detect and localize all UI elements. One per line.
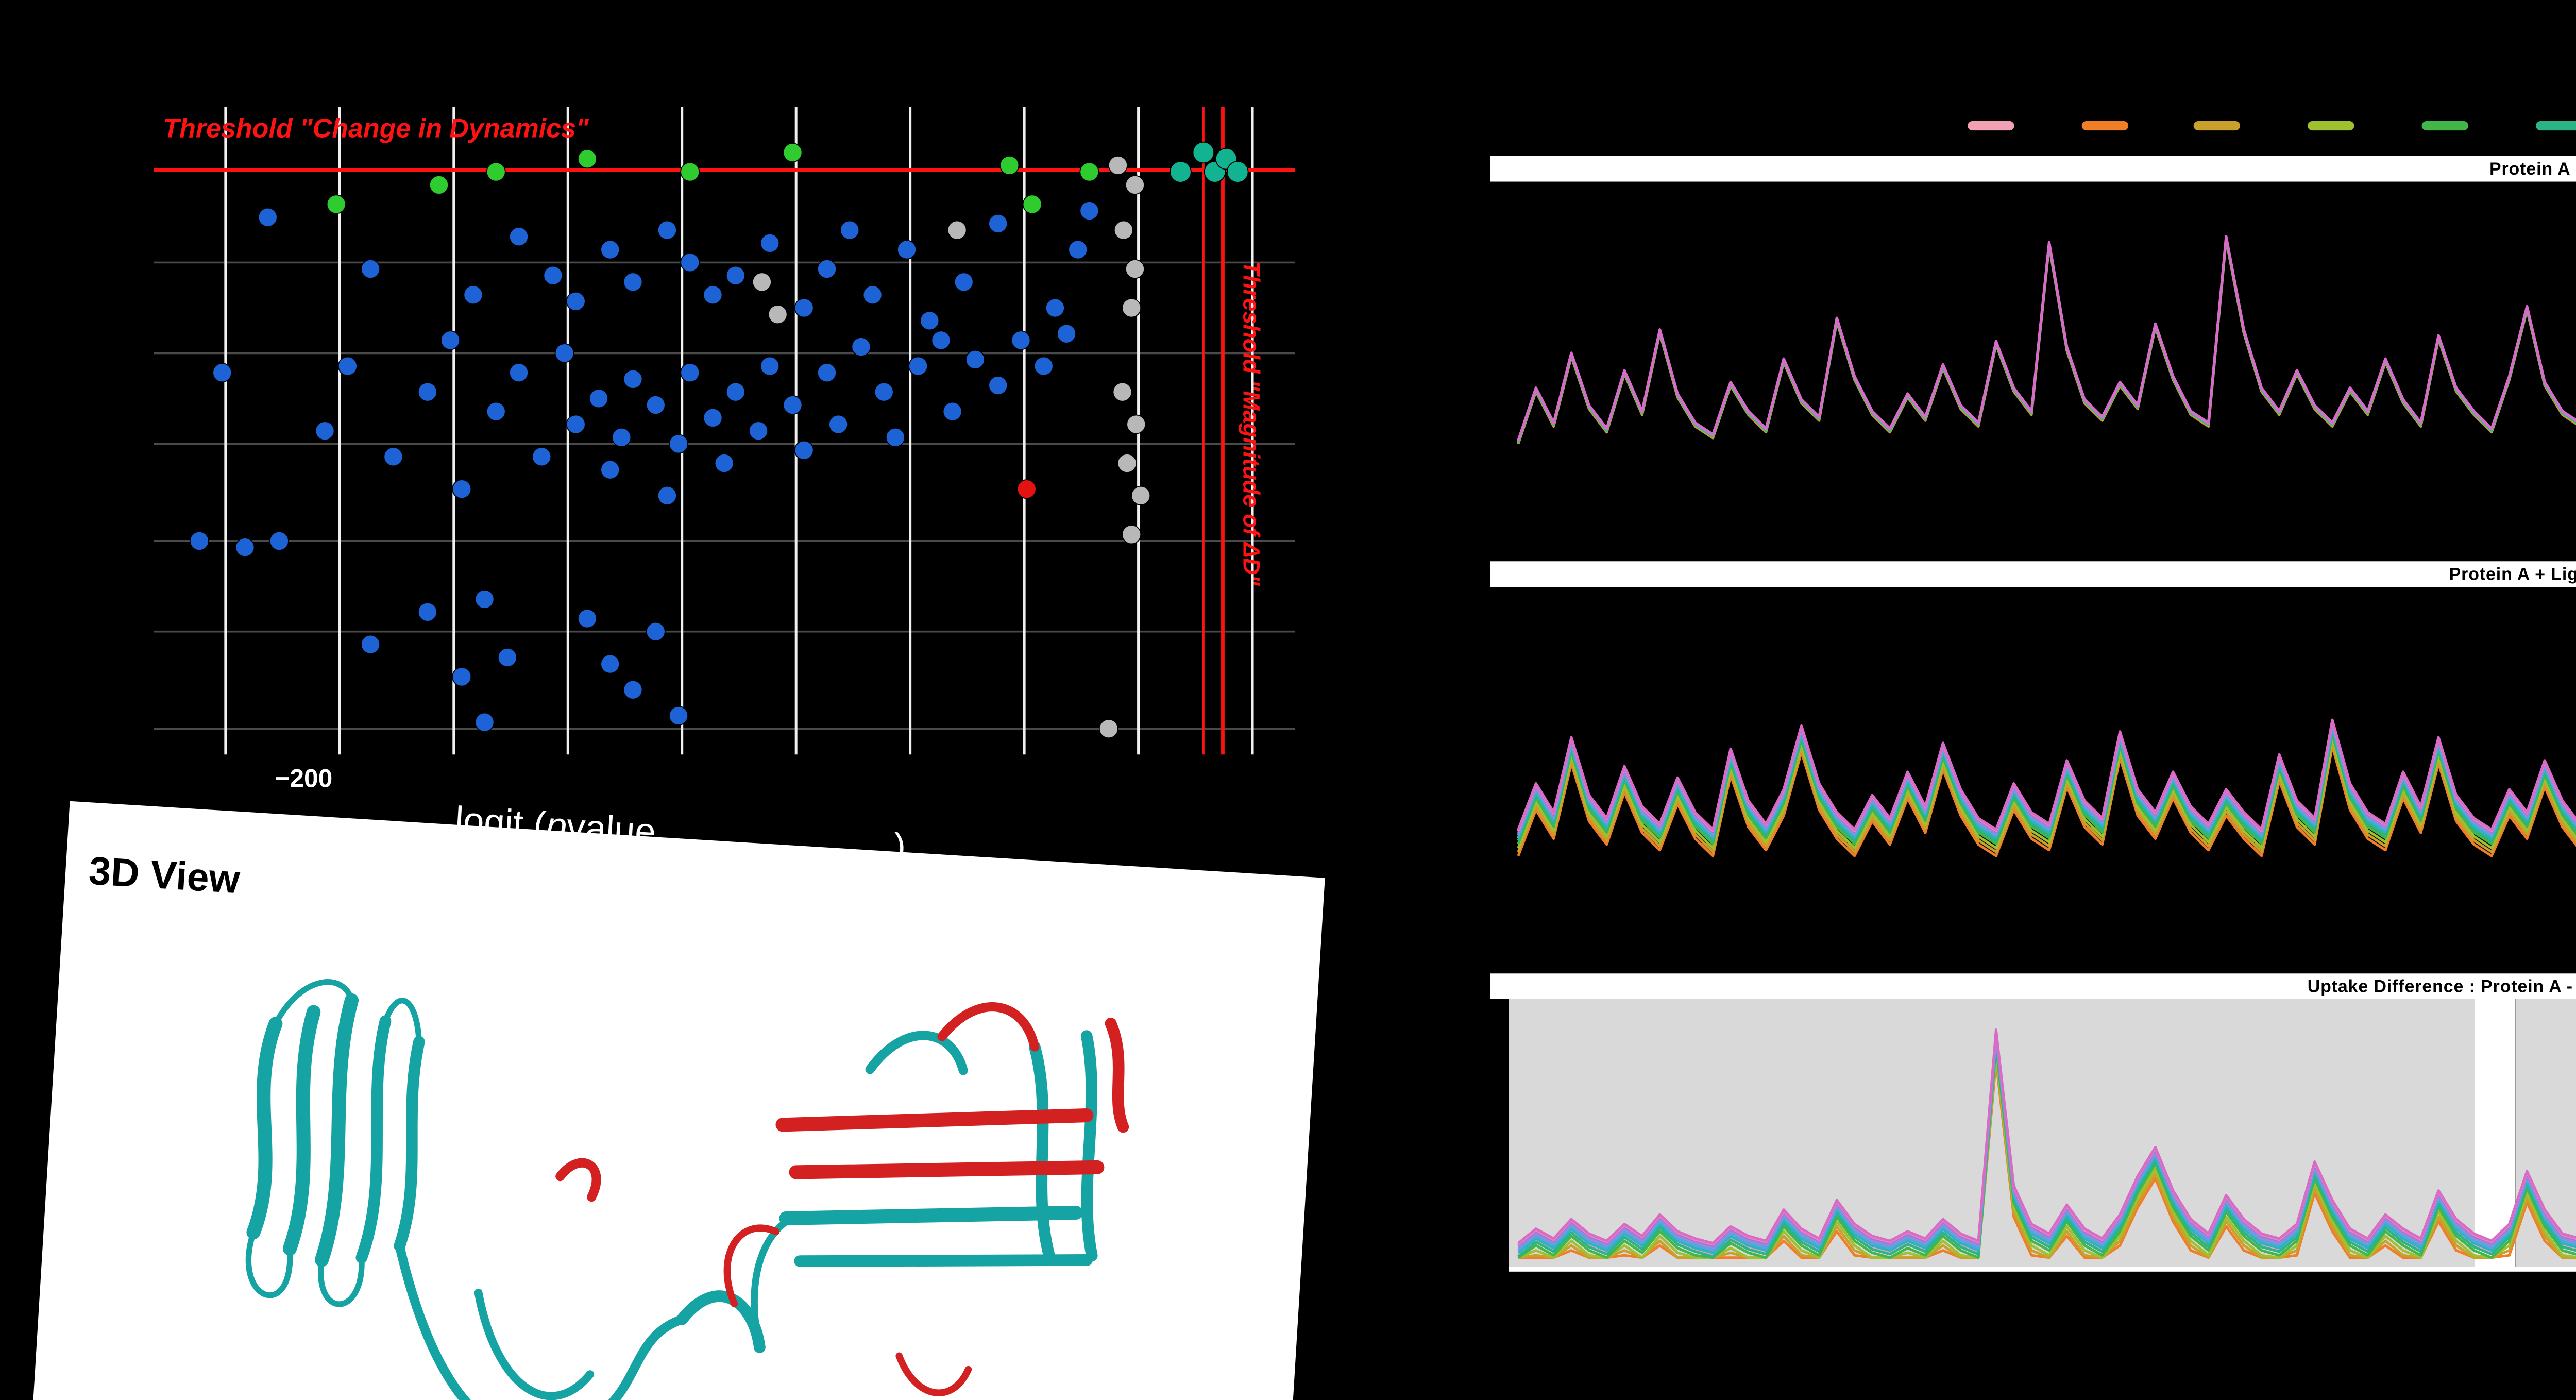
volcano-points-teal[interactable] bbox=[1170, 141, 1249, 183]
volcano-points-blue[interactable] bbox=[189, 201, 1099, 732]
series-line bbox=[1517, 1045, 2576, 1259]
chart-title-text: Protein A bbox=[2489, 158, 2571, 180]
legend-dash bbox=[2421, 122, 2468, 130]
legend-dash bbox=[2308, 122, 2355, 130]
difference-chart-baseline bbox=[1509, 1267, 2576, 1271]
series-line bbox=[1518, 1055, 2576, 1259]
chart-titlebar-protein-a-ligand: Protein A + Ligand bbox=[1490, 561, 2576, 587]
threshold-magnitude-label: Threshold "Magnitude of ΔD" bbox=[1236, 261, 1262, 586]
volcano-plot[interactable] bbox=[154, 107, 1295, 755]
legend-dash bbox=[2535, 122, 2576, 130]
series-line bbox=[1517, 1050, 2576, 1259]
legend-dash bbox=[2194, 122, 2242, 130]
series-line bbox=[1517, 1028, 2576, 1245]
volcano-points-gray[interactable] bbox=[752, 155, 1151, 739]
series-line bbox=[1517, 239, 2576, 445]
series-legend bbox=[1968, 121, 2576, 130]
chart-titlebar-uptake-difference: Uptake Difference : Protein A - (Protein… bbox=[1490, 973, 2576, 999]
uptake-chart-protein-a[interactable] bbox=[1509, 189, 2576, 545]
plot-background-section bbox=[2474, 999, 2515, 1267]
protein-structure[interactable] bbox=[141, 920, 1197, 1400]
chart-title-text: Uptake Difference : Protein A - (Protein… bbox=[2307, 975, 2576, 997]
chart-titlebar-protein-a: Protein A bbox=[1490, 156, 2576, 182]
series-line bbox=[1518, 1059, 2576, 1259]
protein-ribbon-red bbox=[555, 1002, 1129, 1396]
series-line bbox=[1517, 1041, 2576, 1258]
uptake-chart-protein-a-ligand[interactable] bbox=[1509, 592, 2576, 946]
uptake-difference-chart[interactable] bbox=[1509, 999, 2576, 1267]
legend-dash bbox=[1968, 122, 2014, 130]
series-line bbox=[1517, 235, 2576, 441]
volcano-points-green[interactable] bbox=[326, 143, 1099, 214]
series-line bbox=[1517, 718, 2576, 831]
legend-dash bbox=[2081, 122, 2128, 130]
protein-ribbon-teal bbox=[245, 979, 1098, 1400]
x-axis-tick-label: −200 bbox=[270, 766, 337, 795]
3d-view-panel[interactable]: 3D View bbox=[27, 801, 1325, 1400]
3d-view-title: 3D View bbox=[87, 849, 241, 903]
series-line bbox=[1517, 238, 2576, 444]
threshold-dynamics-label: Threshold "Change in Dynamics" bbox=[163, 116, 589, 145]
series-line bbox=[1517, 733, 2576, 846]
series-line bbox=[1517, 745, 2576, 857]
chart-title-text: Protein A + Ligand bbox=[2449, 563, 2576, 585]
series-line bbox=[1517, 736, 2576, 850]
volcano-points-red[interactable] bbox=[1016, 479, 1037, 499]
